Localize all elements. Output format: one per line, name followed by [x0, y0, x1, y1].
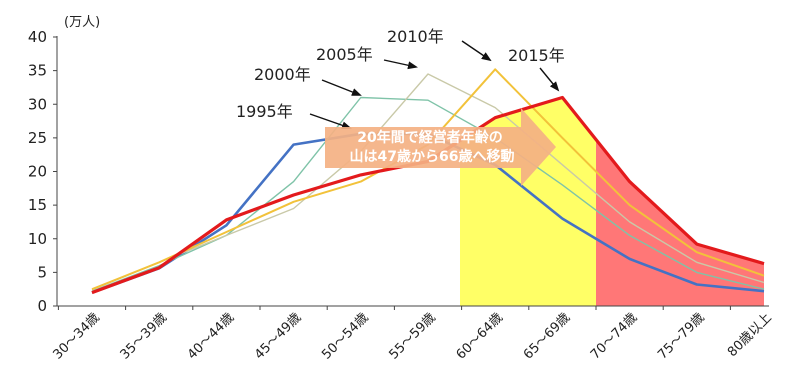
x-tick-label: 50～54歳: [319, 310, 371, 362]
y-tick-label: 35: [28, 62, 47, 80]
annotations: 1995年 2000年 2005年 2010年 2015年 20年間で経営者年齢の山は47…: [236, 27, 565, 186]
series-year-label: 2000年: [254, 65, 311, 84]
callout-line-2: 山は47歳から66歳へ移動: [350, 148, 515, 165]
series-label-arrow: [461, 40, 492, 62]
series-label-arrow: [321, 79, 362, 96]
series-label-arrow: [309, 113, 352, 130]
x-tick-label: 40～44歳: [185, 310, 237, 362]
axes: 0 5 10 15 20 25 30 35 40 (万人) 30～34歳 35～39歳 40～44歳 45…: [28, 15, 775, 363]
series-line-2: [91, 96, 765, 292]
series-line-3: [91, 73, 765, 291]
unit-label: (万人): [64, 15, 100, 30]
x-tick-label: 35～39歳: [118, 310, 170, 362]
series-label-arrow: [383, 59, 418, 70]
series-year-label: 2005年: [316, 45, 373, 64]
y-tick-label: 10: [28, 230, 47, 248]
x-tick-label: 65～69歳: [521, 310, 573, 362]
series-year-label: 1995年: [236, 102, 293, 121]
x-tick-label: 60～64歳: [454, 310, 506, 362]
y-tick-label: 0: [37, 297, 47, 315]
y-tick-label: 20: [28, 163, 47, 181]
x-tick-label: 80歳以上: [725, 310, 775, 360]
series-year-label: 2010年: [387, 27, 444, 46]
red-highlight-area: [596, 139, 764, 306]
series-year-label: 2015年: [508, 46, 565, 65]
y-tick-label: 40: [28, 28, 47, 46]
y-tick-label: 30: [28, 95, 47, 113]
y-tick-label: 5: [37, 263, 47, 281]
callout-line-1: 20年間で経営者年齢の: [357, 129, 502, 146]
shift-arrow: [325, 108, 556, 186]
x-tick-label: 75～79歳: [655, 310, 707, 362]
series-label-arrow: [539, 67, 560, 92]
x-tick-label: 45～49歳: [252, 310, 304, 362]
y-tick-label: 25: [28, 129, 47, 147]
y-tick-label: 15: [28, 196, 47, 214]
x-tick-label: 70～74歳: [588, 310, 640, 362]
x-tick-label: 30～34歳: [50, 310, 102, 362]
x-tick-label: 55～59歳: [386, 310, 438, 362]
